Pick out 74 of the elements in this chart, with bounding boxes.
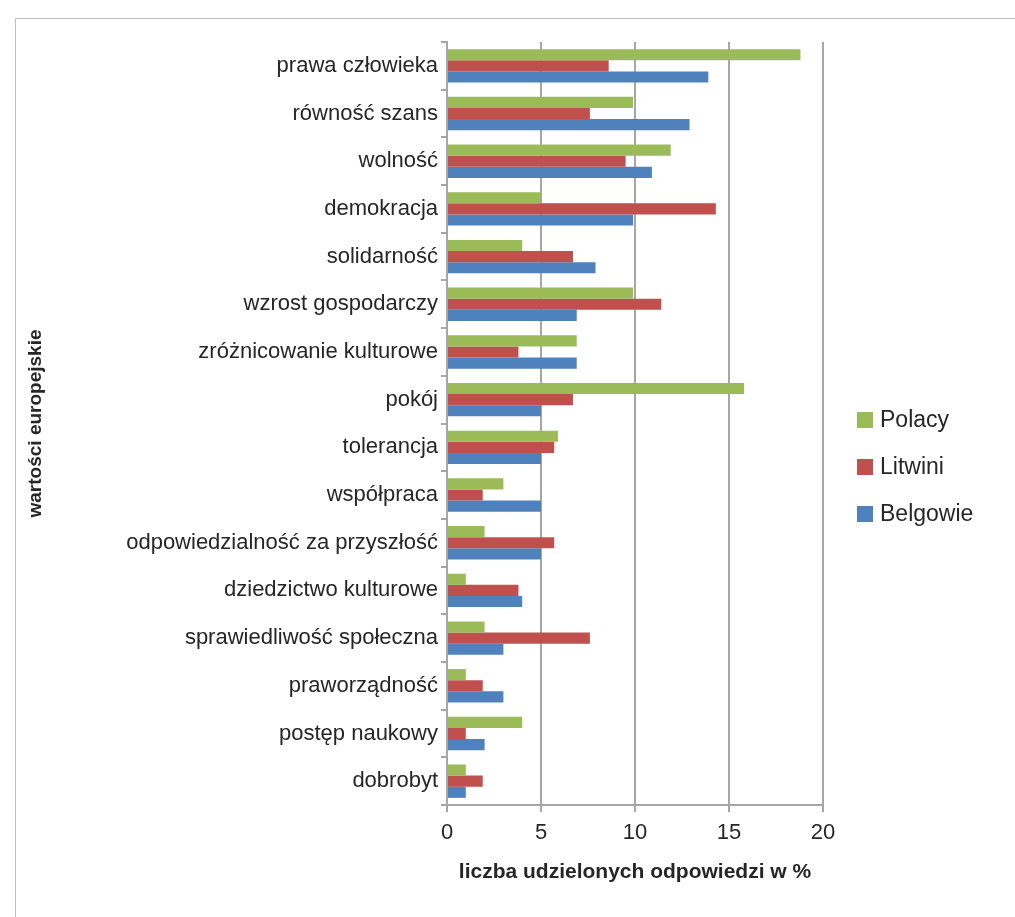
- bar: [448, 107, 590, 120]
- x-tick-label: 10: [622, 819, 648, 845]
- y-tick-label: wolność: [357, 147, 438, 173]
- bar: [448, 335, 577, 347]
- y-tick-label: równość szans: [292, 99, 438, 125]
- y-tick-label: postęp naukowy: [279, 719, 438, 745]
- bar: [448, 739, 485, 751]
- y-tick-label: prawa człowieka: [276, 51, 439, 77]
- bar: [448, 60, 609, 72]
- bar: [448, 595, 523, 608]
- bar: [448, 287, 634, 299]
- y-tick-label: tolerancja: [342, 433, 439, 459]
- bar: [448, 166, 652, 178]
- bar: [448, 643, 504, 655]
- bar: [448, 119, 690, 131]
- y-tick-label: dziedzictwo kulturowe: [224, 576, 438, 602]
- x-tick-label: 15: [716, 819, 742, 845]
- y-tick-label: zróżnicowanie kulturowe: [198, 338, 438, 364]
- y-axis-title: wartości europejskie: [23, 329, 45, 519]
- bar: [448, 669, 466, 681]
- bar: [448, 394, 573, 406]
- bar: [448, 203, 716, 215]
- bar: [448, 192, 541, 204]
- x-tick-label: 0: [440, 819, 454, 845]
- legend-label: Litwini: [880, 453, 944, 480]
- bar: [448, 775, 483, 787]
- bar: [448, 526, 485, 538]
- x-tick-label: 5: [534, 819, 548, 845]
- bar: [448, 155, 626, 167]
- bar: [448, 621, 485, 633]
- bar: [448, 144, 671, 156]
- bar: [448, 548, 541, 560]
- bar: [448, 727, 466, 740]
- bar: [448, 357, 577, 369]
- y-tick-label: sprawiedliwość społeczna: [184, 624, 439, 650]
- y-tick-label: dobrobyt: [352, 767, 438, 793]
- bar: [448, 764, 466, 776]
- bar: [448, 537, 555, 549]
- bar: [448, 500, 541, 512]
- bar: [448, 716, 523, 728]
- y-tick-label: wzrost gospodarczy: [242, 290, 438, 316]
- bar: [448, 573, 466, 585]
- bar: [448, 262, 596, 274]
- bar: [448, 680, 483, 692]
- bar: [448, 632, 590, 644]
- bar: [448, 96, 634, 108]
- y-tick-label: praworządność: [288, 671, 438, 697]
- bar: [448, 214, 634, 226]
- bar: [448, 382, 745, 395]
- bar: [448, 309, 577, 321]
- bar: [448, 441, 555, 453]
- bar: [448, 489, 483, 501]
- bar: [448, 239, 523, 252]
- bar: [448, 346, 519, 358]
- bar: [448, 251, 573, 263]
- bar: [448, 405, 541, 417]
- bar: [448, 691, 504, 703]
- y-tick-label: demokracja: [324, 194, 439, 220]
- y-tick-label: odpowiedzialność za przyszłość: [126, 528, 438, 554]
- y-tick-label: solidarność: [326, 242, 438, 268]
- legend-label: Belgowie: [880, 500, 974, 527]
- bar: [448, 452, 541, 465]
- y-tick-label: pokój: [385, 385, 438, 411]
- bar: [448, 478, 504, 490]
- bar: [448, 786, 466, 798]
- bar: [448, 71, 709, 83]
- bar: [448, 49, 801, 61]
- x-tick-label: 20: [810, 819, 836, 845]
- x-axis-title: liczba udzielonych odpowiedzi w %: [458, 859, 812, 883]
- y-tick-label: współpraca: [325, 481, 439, 507]
- bar: [448, 430, 558, 442]
- bar: [448, 584, 519, 596]
- legend-label: Polacy: [880, 406, 950, 433]
- bar: [448, 298, 662, 310]
